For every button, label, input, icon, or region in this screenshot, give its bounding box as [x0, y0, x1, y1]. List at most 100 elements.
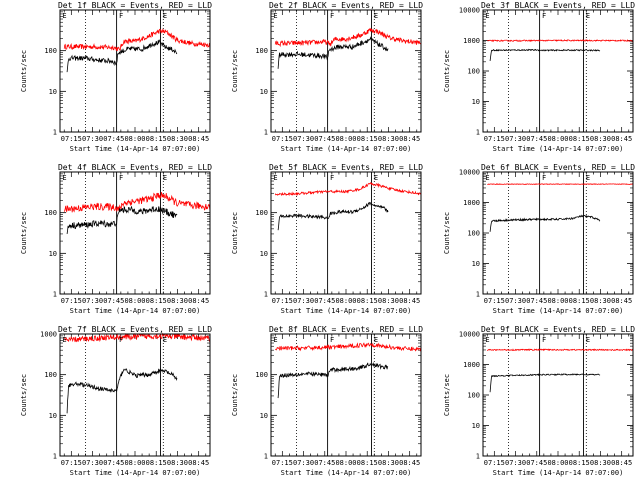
x-axis-label: Start Time (14-Apr-14 07:07:00) — [70, 469, 201, 477]
plot-frame — [59, 333, 211, 457]
x-tick-label: 07:15 — [61, 459, 82, 467]
y-tick-label: 10 — [49, 88, 57, 96]
x-tick-label: 08:45 — [611, 297, 632, 305]
y-tick-label: 1 — [53, 453, 57, 461]
x-tick-label: 07:30 — [293, 297, 314, 305]
lld-series-line — [487, 39, 634, 43]
x-tick-label: 08:15 — [569, 459, 590, 467]
x-tick-label: 08:45 — [188, 459, 209, 467]
x-axis-label: Start Time (14-Apr-14 07:07:00) — [281, 145, 412, 153]
x-tick-label: 08:00 — [547, 297, 568, 305]
y-tick-label: 100 — [44, 209, 57, 217]
x-axis-label: Start Time (14-Apr-14 07:07:00) — [281, 307, 412, 315]
panel-title: Det 4f BLACK = Events, RED = LLD — [58, 163, 212, 172]
panel-title: Det 7f BLACK = Events, RED = LLD — [58, 325, 212, 334]
y-tick-label: 1 — [53, 129, 57, 137]
event-marker: F — [542, 336, 546, 344]
x-tick-label: 08:15 — [357, 297, 378, 305]
y-tick-label: 1000 — [463, 199, 480, 207]
x-tick-label: 08:15 — [569, 297, 590, 305]
y-tick-label: 100 — [467, 68, 480, 76]
x-tick-label: 08:15 — [146, 459, 167, 467]
x-axis-label: Start Time (14-Apr-14 07:07:00) — [493, 469, 624, 477]
lld-series-line — [487, 183, 634, 186]
x-tick-label: 08:30 — [167, 135, 188, 143]
x-tick-label: 07:45 — [103, 459, 124, 467]
events-series-line — [66, 205, 178, 234]
y-tick-label: 1 — [476, 291, 480, 299]
y-tick-label: 100 — [255, 209, 268, 217]
event-marker: E — [374, 336, 378, 344]
event-marker: E — [273, 336, 277, 344]
y-axis-label: Counts/sec — [443, 212, 451, 254]
event-marker: F — [542, 174, 546, 182]
event-marker: F — [330, 12, 334, 20]
x-tick-label: 07:15 — [484, 135, 505, 143]
lld-series-line — [274, 342, 422, 352]
x-tick-label: 07:30 — [505, 459, 526, 467]
y-tick-label: 10 — [472, 98, 480, 106]
x-tick-label: 07:30 — [82, 297, 103, 305]
plot-frame — [59, 9, 211, 133]
panel-title: Det 1f BLACK = Events, RED = LLD — [58, 1, 212, 10]
event-marker: F — [119, 174, 123, 182]
y-axis-label: Counts/sec — [231, 374, 239, 416]
x-tick-label: 08:45 — [399, 135, 420, 143]
x-tick-label: 08:00 — [124, 297, 145, 305]
y-tick-label: 10 — [49, 412, 57, 420]
panel-4: Det 4f BLACK = Events, RED = LLD Counts/s… — [20, 163, 212, 315]
panel-title: Det 8f BLACK = Events, RED = LLD — [269, 325, 423, 334]
y-tick-label: 1000 — [40, 331, 57, 339]
x-tick-label: 08:30 — [590, 297, 611, 305]
x-tick-label: 08:30 — [378, 459, 399, 467]
events-series-line — [66, 368, 178, 414]
y-tick-label: 1 — [264, 291, 268, 299]
event-marker: E — [273, 12, 277, 20]
event-marker: E — [62, 336, 66, 344]
x-tick-label: 07:15 — [61, 297, 82, 305]
event-marker: E — [374, 174, 378, 182]
lld-series-line — [63, 191, 211, 213]
event-marker: F — [330, 336, 334, 344]
y-tick-label: 100 — [255, 47, 268, 55]
events-series-line — [489, 48, 601, 61]
event-marker: F — [119, 336, 123, 344]
x-tick-label: 08:45 — [188, 135, 209, 143]
panel-8: Det 8f BLACK = Events, RED = LLD Counts/s… — [231, 325, 423, 477]
y-tick-label: 10 — [260, 412, 268, 420]
event-marker: E — [273, 174, 277, 182]
x-tick-label: 07:45 — [526, 297, 547, 305]
plot-frame — [482, 171, 634, 295]
x-axis-label: Start Time (14-Apr-14 07:07:00) — [70, 145, 201, 153]
x-tick-label: 08:15 — [146, 135, 167, 143]
y-tick-label: 1 — [476, 129, 480, 137]
y-axis-label: Counts/sec — [443, 50, 451, 92]
y-tick-label: 100 — [467, 392, 480, 400]
x-tick-label: 08:30 — [167, 297, 188, 305]
y-tick-label: 10 — [260, 88, 268, 96]
x-tick-label: 07:15 — [272, 297, 293, 305]
x-tick-label: 08:00 — [547, 135, 568, 143]
plot-frame — [270, 333, 422, 457]
x-tick-label: 08:45 — [399, 297, 420, 305]
y-tick-label: 10 — [260, 250, 268, 258]
event-marker: E — [485, 174, 489, 182]
x-tick-label: 07:45 — [103, 135, 124, 143]
y-tick-label: 10 — [472, 260, 480, 268]
event-marker: E — [163, 12, 167, 20]
x-tick-label: 08:00 — [335, 459, 356, 467]
x-tick-label: 08:00 — [335, 297, 356, 305]
x-tick-label: 07:45 — [314, 459, 335, 467]
y-axis-label: Counts/sec — [20, 50, 28, 92]
plot-frame — [59, 171, 211, 295]
panel-title: Det 9f BLACK = Events, RED = LLD — [481, 325, 635, 334]
panel-7: Det 7f BLACK = Events, RED = LLD Counts/s… — [20, 325, 212, 477]
panel-title: Det 5f BLACK = Events, RED = LLD — [269, 163, 423, 172]
x-tick-label: 07:30 — [82, 135, 103, 143]
panel-title: Det 6f BLACK = Events, RED = LLD — [481, 163, 635, 172]
x-tick-label: 08:30 — [378, 297, 399, 305]
event-marker: E — [62, 12, 66, 20]
panel-3: Det 3f BLACK = Events, RED = LLD Counts/s… — [443, 1, 635, 153]
x-tick-label: 07:30 — [293, 459, 314, 467]
x-axis-label: Start Time (14-Apr-14 07:07:00) — [70, 307, 201, 315]
